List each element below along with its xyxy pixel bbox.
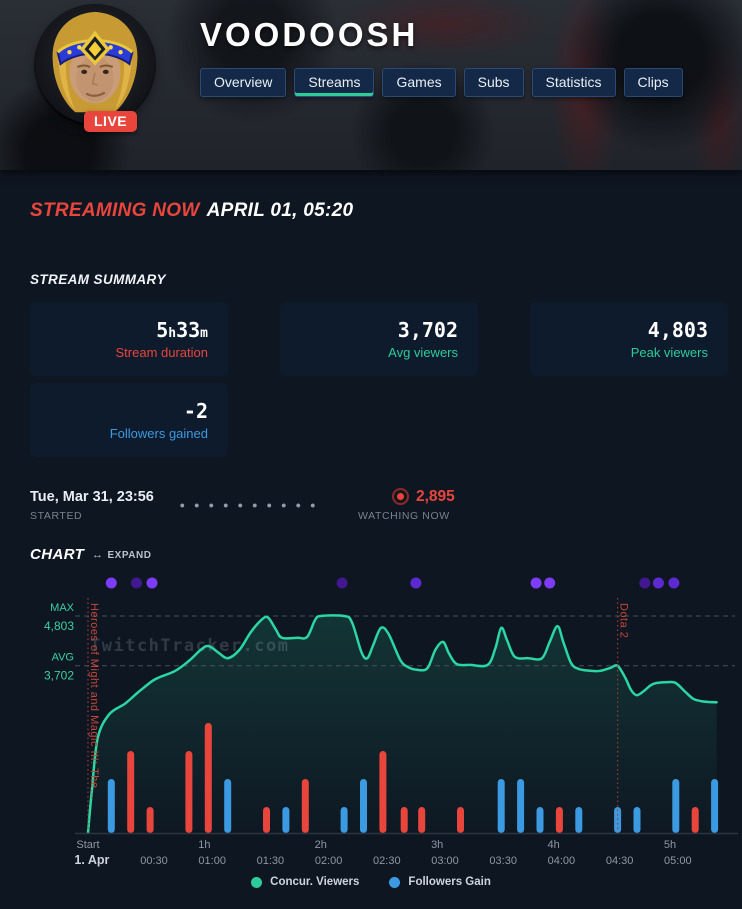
game-annotations: Heroes of Might and Magic III: The… Dota … <box>87 598 630 832</box>
stream-summary-heading: STREAM SUMMARY <box>30 272 166 287</box>
expand-chart-button[interactable]: ↔ EXPAND <box>92 549 152 562</box>
svg-text:02:00: 02:00 <box>315 855 343 867</box>
legend-item-viewers[interactable]: Concur. Viewers <box>251 876 359 888</box>
streaming-now-date: APRIL 01, 05:20 <box>206 200 354 221</box>
followers-legend-label: Followers Gain <box>408 876 491 888</box>
tab-statistics[interactable]: Statistics <box>531 68 616 97</box>
peak-viewers-label: Peak viewers <box>630 345 708 360</box>
tab-overview[interactable]: Overview <box>200 68 287 97</box>
dotted-separator <box>175 502 325 509</box>
card-avg-viewers: 3,702 Avg viewers <box>280 302 478 376</box>
started-label: STARTED <box>30 510 83 522</box>
live-indicator-icon <box>392 488 409 505</box>
card-stream-duration: 5h33m Stream duration <box>30 302 228 376</box>
streaming-now-heading: STREAMING NOW APRIL 01, 05:20 <box>30 200 353 222</box>
followers-gained-value: -2 <box>183 399 208 423</box>
avg-viewers-value: 3,702 <box>397 318 458 342</box>
svg-text:03:00: 03:00 <box>431 855 459 867</box>
live-badge: LIVE <box>84 111 138 132</box>
svg-text:05:00: 05:00 <box>664 855 692 867</box>
svg-text:02:30: 02:30 <box>373 855 401 867</box>
expand-arrows-icon: ↔ <box>92 549 104 561</box>
tab-clips[interactable]: Clips <box>623 68 683 97</box>
viewers-line <box>86 614 718 835</box>
legend-item-followers[interactable]: Followers Gain <box>389 876 491 888</box>
svg-text:01:00: 01:00 <box>198 855 226 867</box>
expand-label: EXPAND <box>107 550 152 561</box>
viewers-legend-label: Concur. Viewers <box>270 876 360 888</box>
peak-viewers-value: 4,803 <box>647 318 708 342</box>
clip-markers <box>105 577 680 589</box>
chart-heading: CHART <box>30 546 85 563</box>
followers-bars <box>107 723 719 833</box>
stream-chart[interactable]: MAX 4,803 AVG 3,702 TwitchTracker.comHeroes … <box>0 570 742 868</box>
tab-streams[interactable]: Streams <box>294 68 375 97</box>
viewers-area <box>88 615 717 833</box>
viewers-legend-dot-icon <box>251 876 263 888</box>
followers-legend-dot-icon <box>389 876 401 888</box>
followers-gained-label: Followers gained <box>109 426 208 441</box>
tab-bar: Overview Streams Games Subs Statistics C… <box>200 68 683 97</box>
card-peak-viewers: 4,803 Peak viewers <box>530 302 728 376</box>
started-datetime: Tue, Mar 31, 23:56 <box>30 489 154 505</box>
svg-text:4h: 4h <box>547 839 559 851</box>
tab-games[interactable]: Games <box>382 68 456 97</box>
watermark: TwitchTracker.com <box>90 636 290 656</box>
svg-text:01:30: 01:30 <box>257 855 285 867</box>
svg-text:2h: 2h <box>315 839 327 851</box>
max-axis-label: MAX <box>50 602 75 614</box>
svg-text:1h: 1h <box>198 839 210 851</box>
streaming-now-label: STREAMING NOW <box>30 200 200 221</box>
avg-axis-label: AVG <box>52 652 74 664</box>
svg-text:1. Apr: 1. Apr <box>74 853 109 867</box>
svg-text:03:30: 03:30 <box>489 855 517 867</box>
stat-cards: 5h33m Stream duration 3,702 Avg viewers … <box>30 302 728 457</box>
watching-now-label: WATCHING NOW <box>358 510 450 522</box>
card-followers-gained: -2 Followers gained <box>30 383 228 457</box>
svg-text:5h: 5h <box>664 839 676 851</box>
stream-duration-value: 5h33m <box>156 318 208 342</box>
svg-text:3h: 3h <box>431 839 443 851</box>
svg-text:00:30: 00:30 <box>140 855 168 867</box>
stream-duration-label: Stream duration <box>115 345 209 360</box>
avatar-image <box>36 6 154 124</box>
x-axis: Start 1h 2h 3h 4h 5h 1. Apr 00:30 01:00 01:30 02:0… <box>74 832 738 867</box>
watching-now-count: 2,895 <box>416 488 455 505</box>
svg-text:Heroes of Might and Magic III:: Heroes of Might and Magic III: The… <box>88 603 100 800</box>
page-title: VOODOOSH <box>200 16 419 53</box>
channel-avatar[interactable] <box>36 6 154 124</box>
chart-legend: Concur. Viewers Followers Gain <box>0 876 742 888</box>
svg-text:Dota 2: Dota 2 <box>618 603 630 638</box>
tab-subs[interactable]: Subs <box>463 68 524 97</box>
avg-viewers-label: Avg viewers <box>388 345 458 360</box>
svg-text:04:00: 04:00 <box>548 855 576 867</box>
max-axis-value: 4,803 <box>44 619 74 633</box>
svg-text:04:30: 04:30 <box>606 855 634 867</box>
channel-header: LIVE VOODOOSH Overview Streams Games Sub… <box>0 0 742 170</box>
svg-text:Start: Start <box>76 839 99 851</box>
avg-axis-value: 3,702 <box>44 669 74 683</box>
